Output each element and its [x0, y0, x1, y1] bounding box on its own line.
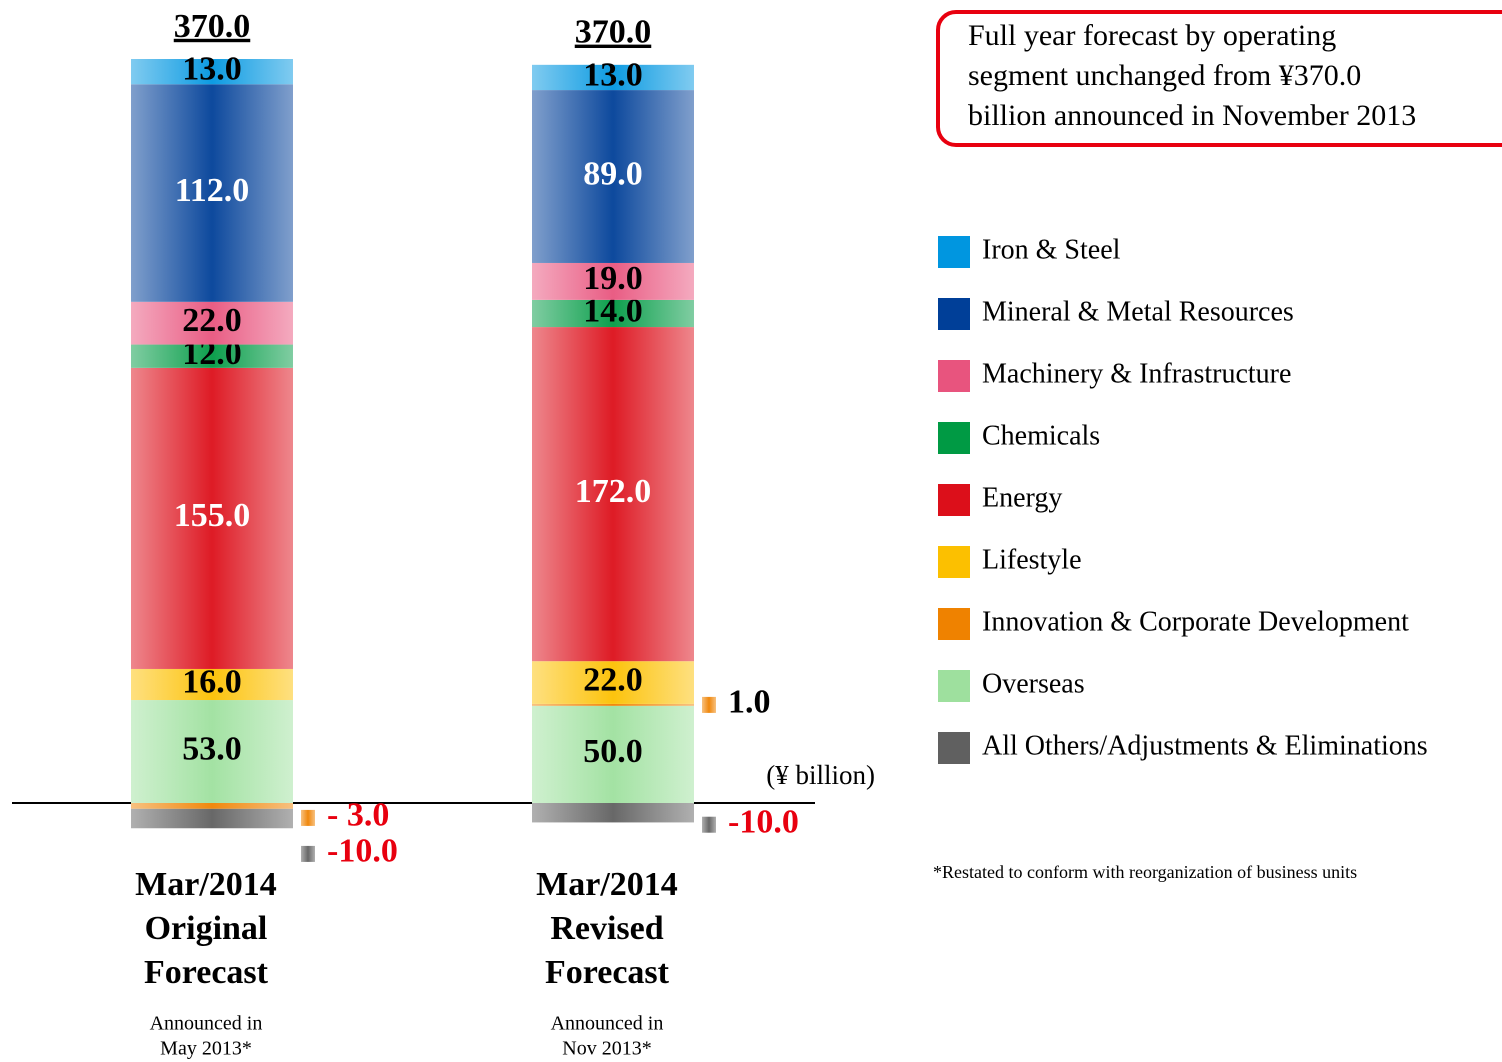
bar-segment — [532, 299, 694, 328]
bar-segment — [532, 661, 694, 704]
total-label: 370.0 — [174, 8, 251, 45]
legend-label: Chemicals — [982, 420, 1100, 451]
legend-label: Energy — [982, 482, 1062, 513]
legend-swatch — [938, 608, 970, 640]
bar-segment — [532, 703, 694, 706]
value-label: -10.0 — [728, 804, 799, 841]
value-label: 53.0 — [182, 730, 242, 767]
label-swatch — [702, 816, 716, 833]
bar-segment — [131, 700, 293, 803]
annotation-text: segment unchanged from ¥370.0 — [968, 59, 1361, 92]
legend-swatch — [938, 236, 970, 268]
label-swatch — [301, 809, 315, 826]
legend-label: All Others/Adjustments & Eliminations — [982, 730, 1428, 761]
value-label: 1.0 — [728, 684, 771, 721]
footnote: *Restated to conform with reorganization… — [933, 862, 1357, 882]
legend-swatch — [938, 360, 970, 392]
category-label: Forecast — [144, 954, 269, 991]
value-label: 19.0 — [583, 260, 643, 297]
label-swatch — [702, 696, 716, 713]
annotation-text: billion announced in November 2013 — [968, 99, 1416, 132]
value-label: 13.0 — [182, 50, 242, 87]
legend-label: Innovation & Corporate Development — [982, 606, 1409, 637]
annotation-box — [936, 10, 1502, 147]
bar-segment — [532, 705, 694, 803]
legend-label: Iron & Steel — [982, 234, 1121, 265]
bar-segment — [532, 262, 694, 300]
category-note: May 2013* — [160, 1038, 252, 1060]
category-label: Mar/2014 — [536, 866, 678, 903]
label-swatch — [301, 845, 315, 862]
bar-segment — [532, 90, 694, 263]
bar-segment — [532, 327, 694, 662]
value-label: 22.0 — [583, 661, 643, 698]
unit-label: (¥ billion) — [766, 760, 875, 790]
bar-segment — [131, 668, 293, 701]
category-label: Revised — [550, 910, 663, 947]
legend-swatch — [938, 732, 970, 764]
bar-segment — [131, 301, 293, 345]
legend-swatch — [938, 546, 970, 578]
category-note: Nov 2013* — [562, 1038, 651, 1060]
legend-label: Lifestyle — [982, 544, 1082, 575]
value-label: 89.0 — [583, 155, 643, 192]
legend-swatch — [938, 670, 970, 702]
bar-segment — [131, 367, 293, 669]
bar-segment — [532, 803, 694, 823]
bar-segment — [131, 84, 293, 302]
value-label: 22.0 — [182, 302, 242, 339]
value-label: 112.0 — [175, 172, 250, 209]
category-label: Forecast — [545, 954, 670, 991]
legend-swatch — [938, 484, 970, 516]
legend-swatch — [938, 422, 970, 454]
value-label: 16.0 — [182, 663, 242, 700]
annotation-text: Full year forecast by operating — [968, 19, 1336, 52]
legend-label: Machinery & Infrastructure — [982, 358, 1291, 389]
bar-segment — [131, 59, 293, 85]
legend-label: Overseas — [982, 668, 1085, 699]
value-label: 13.0 — [583, 56, 643, 93]
legend-label: Mineral & Metal Resources — [982, 296, 1294, 327]
legend-swatch — [938, 298, 970, 330]
value-label: -10.0 — [327, 833, 398, 870]
category-label: Mar/2014 — [135, 866, 277, 903]
bar-segment — [532, 64, 694, 91]
bar-segment — [131, 344, 293, 368]
category-note: Announced in — [551, 1013, 664, 1035]
value-label: 50.0 — [583, 733, 643, 770]
category-label: Original — [145, 910, 268, 947]
category-note: Announced in — [150, 1013, 263, 1035]
value-label: 155.0 — [174, 497, 251, 534]
value-label: 172.0 — [575, 473, 652, 510]
total-label: 370.0 — [575, 14, 652, 51]
bar-segment — [131, 803, 293, 809]
value-label: - 3.0 — [327, 797, 389, 834]
bar-segment — [131, 808, 293, 829]
